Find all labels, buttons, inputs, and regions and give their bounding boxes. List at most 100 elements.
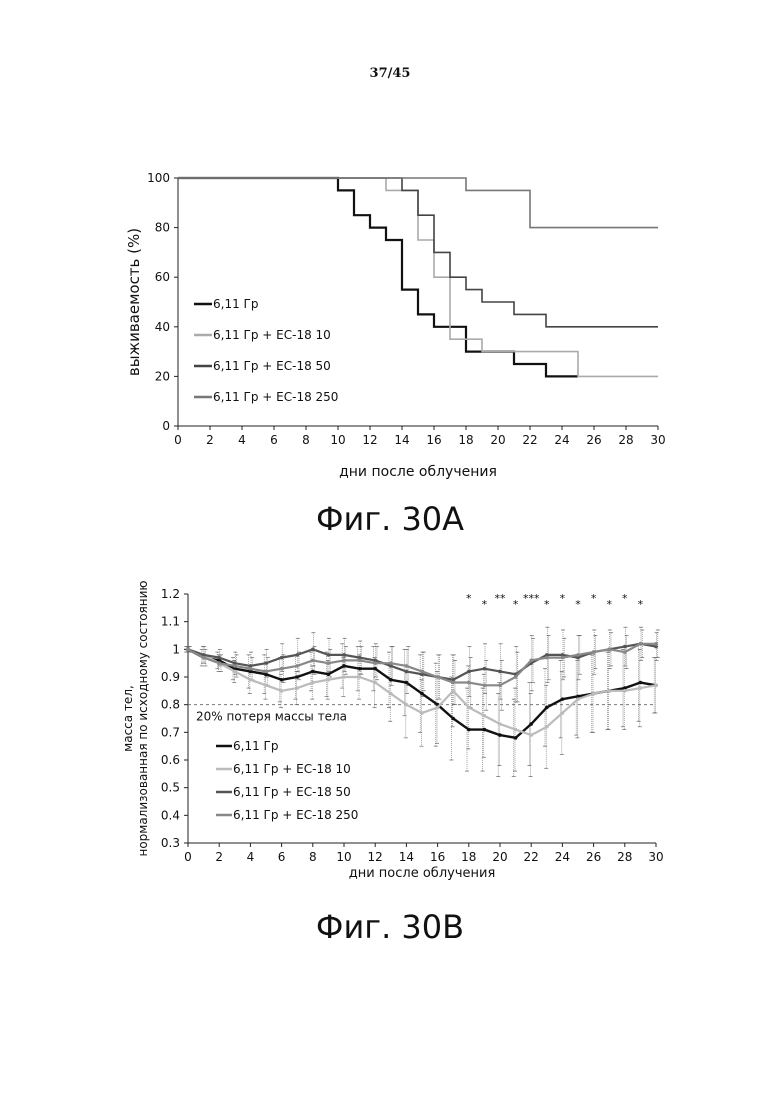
series-point-2 xyxy=(342,675,346,679)
series-point-1 xyxy=(311,670,315,674)
x-tick-label: 20 xyxy=(492,850,507,864)
series-point-2 xyxy=(529,733,533,737)
series-point-2 xyxy=(405,703,409,707)
x-tick-label: 26 xyxy=(586,433,601,447)
series-point-1 xyxy=(545,706,549,710)
series-point-4 xyxy=(389,661,393,665)
significance-marker: * xyxy=(606,598,612,611)
series-point-2 xyxy=(654,684,658,688)
significance-marker: *** xyxy=(523,592,540,605)
x-tick-label: 14 xyxy=(394,433,409,447)
series-point-4 xyxy=(498,684,502,688)
x-tick-label: 6 xyxy=(270,433,278,447)
series-point-4 xyxy=(217,661,221,665)
series-point-1 xyxy=(514,736,518,740)
series-point-2 xyxy=(295,686,299,690)
series-point-2 xyxy=(576,697,580,701)
series-point-4 xyxy=(561,656,565,660)
x-tick-label: 30 xyxy=(648,850,663,864)
series-point-4 xyxy=(545,656,549,660)
x-tick-label: 18 xyxy=(461,850,476,864)
x-tick-label: 26 xyxy=(586,850,601,864)
series-point-4 xyxy=(576,653,580,657)
series-point-4 xyxy=(436,675,440,679)
x-tick-label: 28 xyxy=(617,850,632,864)
series-point-2 xyxy=(389,692,393,696)
series-point-1 xyxy=(327,672,331,676)
significance-marker: * xyxy=(591,592,597,605)
legend-label-2: 6,11 Гр + ЕС-18 10 xyxy=(233,762,351,776)
series-point-2 xyxy=(436,706,440,710)
y-tick-label: 20 xyxy=(155,369,170,383)
x-tick-label: 18 xyxy=(458,433,473,447)
series-point-4 xyxy=(186,648,190,652)
x-tick-label: 6 xyxy=(278,850,286,864)
series-point-2 xyxy=(327,678,331,682)
page-number: 37/45 xyxy=(0,66,780,81)
series-point-1 xyxy=(280,678,284,682)
significance-marker: * xyxy=(482,598,488,611)
series-line-1 xyxy=(178,178,578,376)
y-tick-label: 1.1 xyxy=(161,615,180,629)
series-point-3 xyxy=(342,653,346,657)
series-point-3 xyxy=(264,661,268,665)
x-tick-label: 10 xyxy=(336,850,351,864)
y-tick-label: 0.6 xyxy=(161,753,180,767)
series-point-3 xyxy=(280,656,284,660)
x-tick-label: 16 xyxy=(430,850,445,864)
series-point-4 xyxy=(639,642,643,646)
series-point-2 xyxy=(467,706,471,710)
series-point-4 xyxy=(607,648,611,652)
legend-label-1: 6,11 Гр xyxy=(233,739,278,753)
x-tick-label: 2 xyxy=(206,433,214,447)
series-point-4 xyxy=(623,650,627,654)
significance-marker: * xyxy=(513,598,519,611)
y-tick-label: 0.3 xyxy=(161,836,180,850)
x-tick-label: 12 xyxy=(368,850,383,864)
reference-line-label: 20% потеря массы тела xyxy=(196,710,347,724)
body-mass-chart: 0246810121416182022242628300.30.40.50.60… xyxy=(0,580,780,900)
series-point-4 xyxy=(420,670,424,674)
y-tick-label: 0.8 xyxy=(161,698,180,712)
series-point-2 xyxy=(514,728,518,732)
series-point-4 xyxy=(327,661,331,665)
x-tick-label: 10 xyxy=(330,433,345,447)
series-point-4 xyxy=(202,656,206,660)
series-point-2 xyxy=(592,692,596,696)
x-tick-label: 4 xyxy=(247,850,255,864)
x-tick-label: 8 xyxy=(302,433,310,447)
series-point-3 xyxy=(483,667,487,671)
series-point-2 xyxy=(311,681,315,685)
x-tick-label: 2 xyxy=(215,850,223,864)
series-point-4 xyxy=(373,661,377,665)
series-point-1 xyxy=(405,681,409,685)
x-tick-label: 16 xyxy=(426,433,441,447)
series-point-2 xyxy=(483,714,487,718)
series-point-4 xyxy=(451,681,455,685)
legend-label-4: 6,11 Гр + ЕС-18 250 xyxy=(213,390,338,404)
series-point-4 xyxy=(264,670,268,674)
y-tick-label: 0.7 xyxy=(161,725,180,739)
survival-chart: 024681012141618202224262830020406080100д… xyxy=(0,160,780,490)
series-point-4 xyxy=(295,664,299,668)
series-point-4 xyxy=(249,667,253,671)
significance-marker: ** xyxy=(495,592,507,605)
series-point-2 xyxy=(623,689,627,693)
x-tick-label: 24 xyxy=(554,433,569,447)
legend-label-3: 6,11 Гр + ЕС-18 50 xyxy=(213,359,331,373)
series-point-1 xyxy=(389,678,393,682)
series-point-3 xyxy=(295,653,299,657)
x-axis-label: дни после облучения xyxy=(339,464,497,480)
x-tick-label: 4 xyxy=(238,433,246,447)
series-point-4 xyxy=(405,664,409,668)
y-tick-label: 0 xyxy=(162,419,170,433)
y-axis-label-line-1: масса тел, xyxy=(121,685,135,752)
series-point-4 xyxy=(467,681,471,685)
series-point-4 xyxy=(592,650,596,654)
y-tick-label: 1 xyxy=(172,642,180,656)
y-axis-label-line-2: нормализованная по исходному состоянию xyxy=(136,580,150,856)
series-point-1 xyxy=(451,717,455,721)
series-point-1 xyxy=(342,664,346,668)
series-point-2 xyxy=(420,711,424,715)
x-tick-label: 22 xyxy=(524,850,539,864)
